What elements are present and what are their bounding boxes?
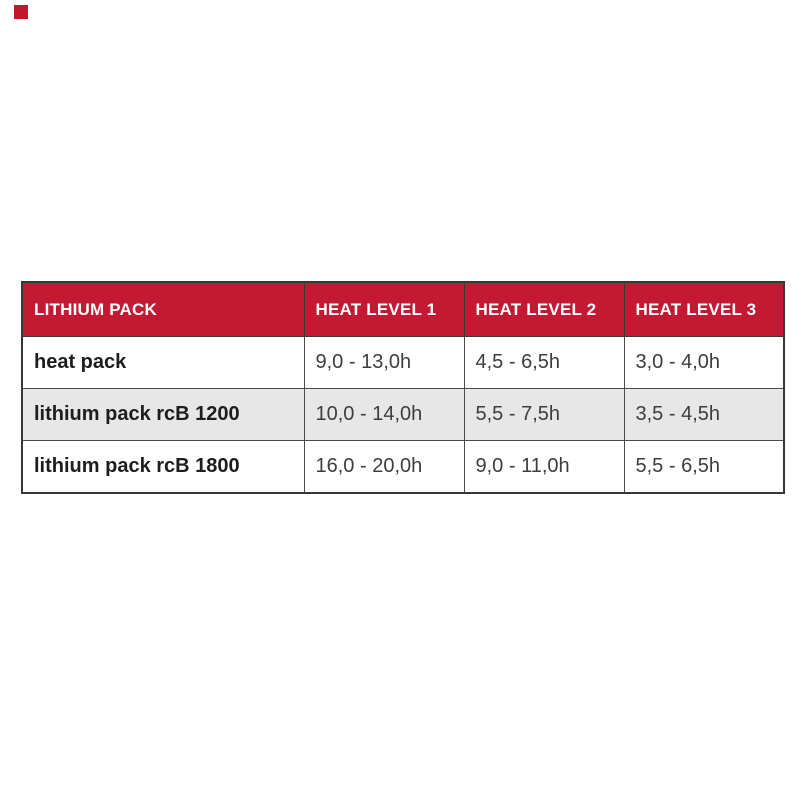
cell-value: 5,5 - 6,5h — [623, 440, 785, 493]
table-row-heat-pack: heat pack 9,0 - 13,0h 4,5 - 6,5h 3,0 - 4… — [21, 336, 785, 389]
brand-red-square-icon — [14, 5, 28, 19]
cell-value: 3,5 - 4,5h — [623, 388, 785, 441]
cell-value: 9,0 - 11,0h — [463, 440, 625, 493]
cell-value: 4,5 - 6,5h — [463, 336, 625, 389]
table-row-lithium-pack-rcb-1800: lithium pack rcB 1800 16,0 - 20,0h 9,0 -… — [21, 440, 785, 493]
cell-value: 10,0 - 14,0h — [303, 388, 465, 441]
table-row-lithium-pack-rcb-1200: lithium pack rcB 1200 10,0 - 14,0h 5,5 -… — [21, 388, 785, 441]
cell-value: 3,0 - 4,0h — [623, 336, 785, 389]
cell-value: 5,5 - 7,5h — [463, 388, 625, 441]
header-heat-level-3: HEAT LEVEL 3 — [623, 281, 785, 337]
header-heat-level-1: HEAT LEVEL 1 — [303, 281, 465, 337]
cell-value: 9,0 - 13,0h — [303, 336, 465, 389]
cell-value: 16,0 - 20,0h — [303, 440, 465, 493]
header-lithium-pack: LITHIUM PACK — [21, 281, 305, 337]
heat-duration-table: LITHIUM PACK HEAT LEVEL 1 HEAT LEVEL 2 H… — [21, 281, 785, 494]
row-label: lithium pack rcB 1200 — [21, 388, 305, 441]
header-heat-level-2: HEAT LEVEL 2 — [463, 281, 625, 337]
table-header-row: LITHIUM PACK HEAT LEVEL 1 HEAT LEVEL 2 H… — [21, 281, 785, 337]
row-label: heat pack — [21, 336, 305, 389]
row-label: lithium pack rcB 1800 — [21, 440, 305, 493]
